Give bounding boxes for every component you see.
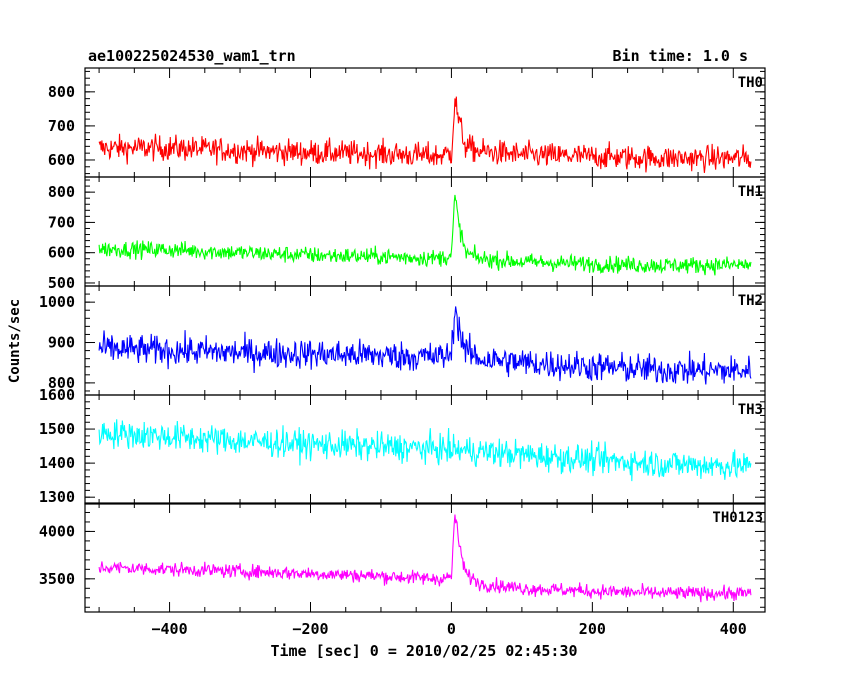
y-tick-label: 700 (48, 213, 75, 231)
y-axis-label: Counts/sec (7, 299, 23, 383)
series-line-th0 (98, 96, 752, 173)
y-tick-label: 1300 (39, 488, 75, 506)
x-tick-label: 400 (720, 620, 747, 638)
y-tick-label: 600 (48, 244, 75, 262)
y-tick-label: 3500 (39, 570, 75, 588)
series-line-th3 (98, 419, 752, 482)
x-tick-label: −400 (151, 620, 187, 638)
series-line-th0123 (98, 514, 752, 603)
panel-frame (84, 394, 766, 505)
y-tick-label: 900 (48, 334, 75, 352)
panel-th0: 600 700 800 TH0 (48, 67, 766, 178)
x-axis-label: Time [sec] 0 = 2010/02/25 02:45:30 (270, 642, 577, 660)
bin-time-label: Bin time: 1.0 s (613, 47, 748, 65)
y-tick-label: 1400 (39, 454, 75, 472)
y-tick-label: 800 (48, 83, 75, 101)
series-label-th3: TH3 (738, 402, 763, 418)
panel-th0123: 3500 4000 TH0123 (39, 502, 766, 613)
x-tick-label: 200 (579, 620, 606, 638)
series-label-th2: TH2 (738, 293, 763, 309)
y-tick-label: 1500 (39, 420, 75, 438)
y-tick-label: 700 (48, 117, 75, 135)
series-line-th1 (98, 194, 752, 276)
y-tick-label: 600 (48, 151, 75, 169)
series-line-th2 (98, 306, 752, 385)
series-label-th0123: TH0123 (712, 510, 763, 526)
y-tick-label: 800 (48, 374, 75, 392)
y-tick-label: 4000 (39, 522, 75, 540)
panel-frame (84, 502, 766, 613)
y-tick-label: 800 (48, 183, 75, 201)
x-tick-label: 0 (447, 620, 456, 638)
panel-th2: 800 900 1000 TH2 (39, 285, 766, 396)
panel-th1: 500 600 700 800 TH1 (48, 176, 766, 292)
x-axis: −400 −200 0 200 400 (151, 620, 746, 638)
panels-group: 600 700 800 TH0 500 600 700 800 TH1 800 900 1000 TH2… (39, 67, 766, 613)
series-label-th0: TH0 (738, 75, 763, 91)
panel-th3: 1300 1400 1500 1600 TH3 (39, 386, 766, 506)
y-tick-label: 500 (48, 274, 75, 292)
y-tick-label: 1000 (39, 293, 75, 311)
panel-frame (84, 176, 766, 287)
chart-title: ae100225024530_wam1_trn (88, 47, 296, 65)
y-tick-label: 1600 (39, 386, 75, 404)
series-label-th1: TH1 (738, 184, 763, 200)
x-tick-label: −200 (292, 620, 328, 638)
